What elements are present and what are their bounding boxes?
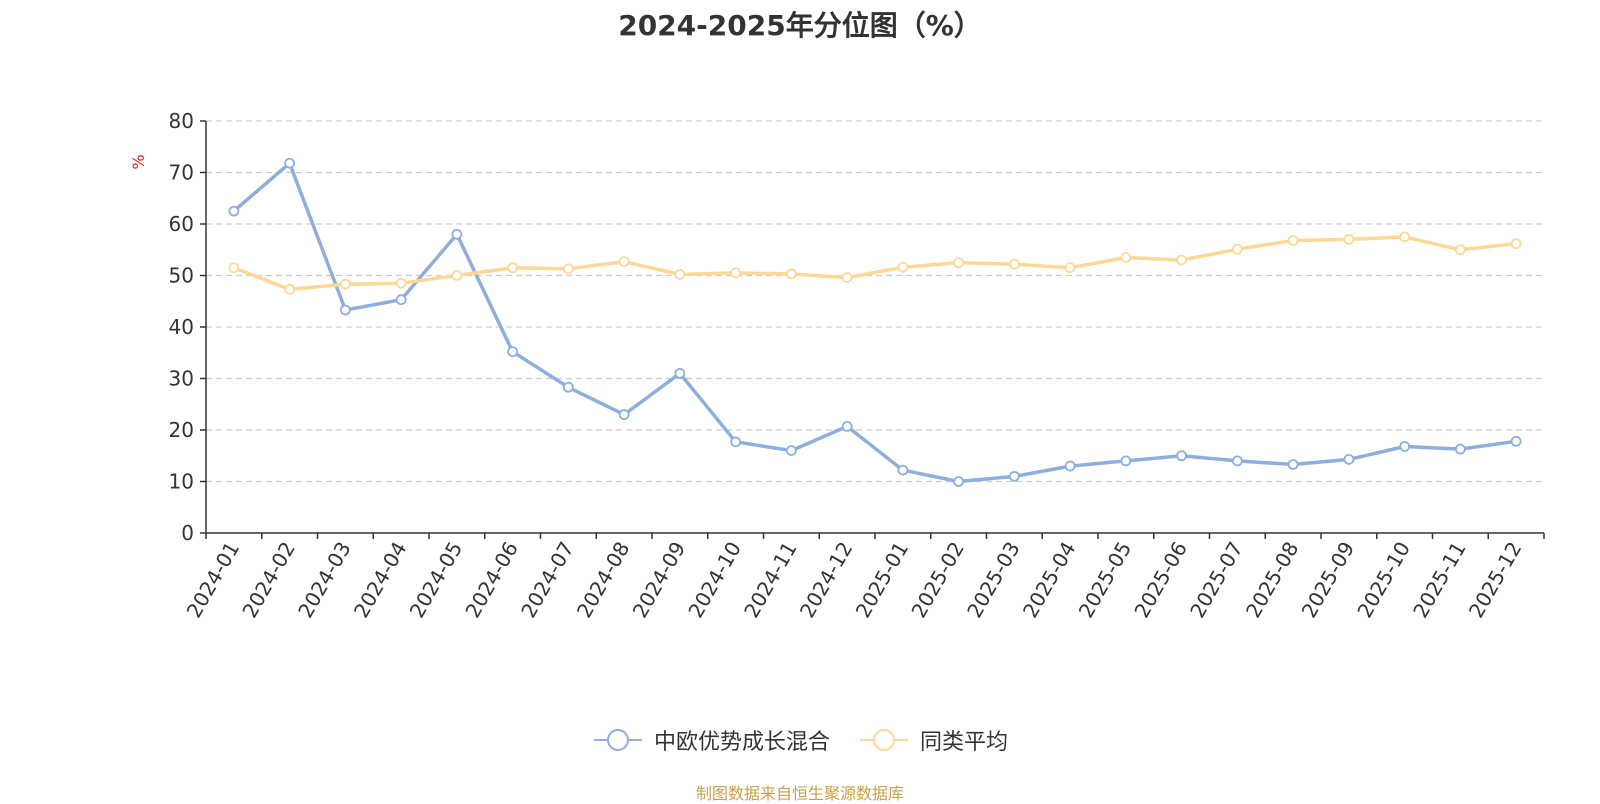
data-point xyxy=(395,277,407,289)
x-tick-label: 2024-11 xyxy=(739,538,802,622)
x-tick-label: 2024-12 xyxy=(795,538,858,622)
legend: 中欧优势成长混合 同类平均 xyxy=(0,724,1600,756)
data-point xyxy=(897,261,909,273)
y-tick-label: 30 xyxy=(169,367,194,391)
data-point xyxy=(1343,234,1355,245)
data-point xyxy=(562,263,574,275)
x-tick-label: 2024-10 xyxy=(683,538,746,622)
grid-lines xyxy=(206,120,1544,483)
x-tick-label: 2025-12 xyxy=(1464,538,1527,622)
x-tick-label: 2024-07 xyxy=(516,538,579,622)
data-point xyxy=(1064,460,1076,472)
data-point xyxy=(618,256,630,267)
y-axis-unit-label: % xyxy=(129,154,148,169)
series-line-2 xyxy=(233,235,1517,292)
data-point xyxy=(1399,441,1411,452)
y-tick-label: 40 xyxy=(169,315,194,339)
y-tick-label: 80 xyxy=(169,109,194,133)
y-tick-label: 70 xyxy=(169,161,194,185)
data-point xyxy=(674,367,686,379)
x-tick-label: 2025-10 xyxy=(1352,538,1415,622)
data-point xyxy=(228,262,240,274)
chart-title: 2024-2025年分位图（%） xyxy=(618,9,982,42)
legend-symbol xyxy=(593,729,642,751)
data-point xyxy=(897,464,909,476)
x-tick-label: 2024-05 xyxy=(405,538,468,622)
data-point xyxy=(451,228,463,240)
data-source-note: 制图数据来自恒生聚源数据库 xyxy=(695,784,904,803)
data-point xyxy=(395,294,407,306)
data-point xyxy=(841,272,853,283)
data-point xyxy=(618,409,630,420)
axes: 010203040506070802024-012024-022024-0320… xyxy=(169,109,1545,622)
data-point xyxy=(451,270,463,281)
data-point xyxy=(953,257,965,269)
legend-item-1[interactable]: 中欧优势成长混合 xyxy=(592,724,830,756)
data-point xyxy=(1510,435,1522,447)
data-point xyxy=(507,346,519,358)
data-point xyxy=(1454,244,1466,256)
data-point xyxy=(339,304,351,316)
data-point xyxy=(1343,453,1355,465)
data-point xyxy=(1231,243,1243,255)
x-tick-label: 2024-09 xyxy=(628,538,691,622)
data-point xyxy=(841,420,853,432)
data-point xyxy=(562,381,574,393)
legend-label: 同类平均 xyxy=(920,730,1009,755)
data-point xyxy=(1231,455,1243,467)
data-point xyxy=(1510,238,1522,249)
series-line-1 xyxy=(232,161,1517,484)
series-lines xyxy=(228,157,1522,487)
data-point xyxy=(674,269,686,280)
data-point xyxy=(228,205,240,217)
data-point xyxy=(1176,254,1188,266)
legend-symbol xyxy=(860,729,908,751)
legend-item-2[interactable]: 同类平均 xyxy=(858,724,1008,756)
data-point xyxy=(953,476,965,487)
x-tick-label: 2024-03 xyxy=(293,538,356,622)
x-tick-label: 2025-02 xyxy=(906,538,969,622)
data-point xyxy=(1008,258,1020,270)
y-tick-label: 10 xyxy=(169,470,194,494)
x-tick-label: 2025-09 xyxy=(1297,538,1360,622)
x-tick-label: 2025-05 xyxy=(1074,538,1137,622)
y-tick-label: 0 xyxy=(181,521,194,545)
x-tick-label: 2024-01 xyxy=(182,538,245,622)
data-point xyxy=(1454,443,1466,455)
x-tick-label: 2024-02 xyxy=(237,538,300,622)
data-point xyxy=(730,267,742,279)
data-point xyxy=(284,157,296,169)
data-point xyxy=(1287,235,1299,246)
y-tick-label: 20 xyxy=(169,418,194,442)
data-point xyxy=(1120,252,1132,263)
legend-marker xyxy=(873,729,895,751)
data-point xyxy=(339,278,351,290)
x-tick-label: 2025-04 xyxy=(1018,538,1081,622)
y-tick-label: 50 xyxy=(169,264,194,288)
data-point xyxy=(1008,470,1020,482)
line-chart: 010203040506070802024-012024-022024-0320… xyxy=(129,109,1545,622)
y-tick-label: 60 xyxy=(169,212,194,236)
legend-label: 中欧优势成长混合 xyxy=(653,730,830,755)
data-point xyxy=(1064,262,1076,274)
x-tick-label: 2025-07 xyxy=(1185,538,1248,622)
data-point xyxy=(1287,459,1299,470)
data-point xyxy=(785,445,797,457)
x-tick-label: 2025-08 xyxy=(1241,538,1304,622)
x-tick-label: 2025-06 xyxy=(1129,538,1192,622)
data-point xyxy=(1120,455,1132,467)
data-point xyxy=(785,268,797,280)
data-point xyxy=(730,436,742,448)
x-tick-label: 2025-01 xyxy=(851,538,914,622)
x-tick-label: 2024-08 xyxy=(572,538,635,622)
legend-marker xyxy=(606,729,629,751)
x-tick-label: 2025-03 xyxy=(962,538,1025,622)
x-tick-label: 2024-04 xyxy=(349,538,412,622)
data-point xyxy=(284,284,296,295)
data-point xyxy=(1176,450,1188,462)
data-point xyxy=(1399,231,1411,243)
x-tick-label: 2025-11 xyxy=(1408,538,1471,622)
data-point xyxy=(507,262,519,274)
x-tick-label: 2024-06 xyxy=(460,538,523,622)
